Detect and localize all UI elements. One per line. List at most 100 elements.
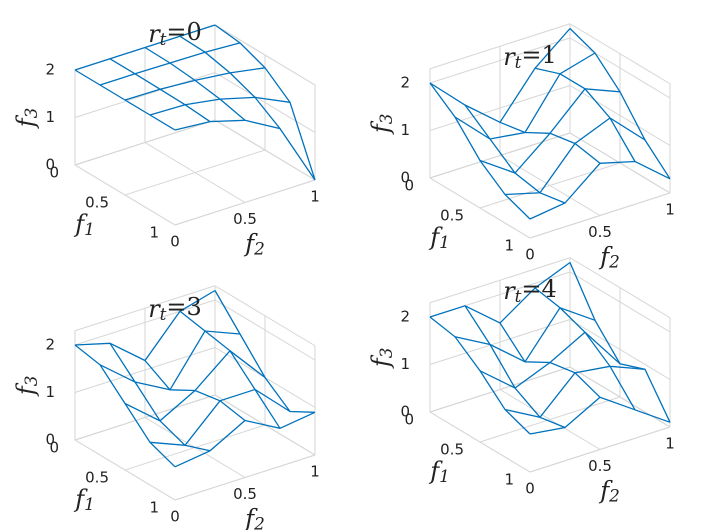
z-axis-label: f3 [12,108,41,130]
y-axis-label: f2 [598,242,620,271]
z-tick-label: 1 [400,355,410,373]
y-tick-label: 1 [665,435,675,453]
z-tick-label: 2 [400,308,410,326]
grid-line [429,85,571,131]
grid-line [429,37,571,84]
surface-row [504,117,646,196]
grid-line [499,389,601,450]
x-tick-label: 0 [49,164,59,182]
surface-column [144,46,246,121]
y-tick-label: 1 [310,188,320,206]
surface-row [174,119,316,181]
surface-column [464,104,566,204]
grid-line [74,347,216,393]
z-axis-label: f3 [12,376,41,398]
x-tick-label: 0.5 [440,207,464,225]
surface-row [454,307,596,363]
y-tick-label: 0 [170,233,180,251]
surface-column [429,316,531,435]
grid-line [569,85,671,146]
grid-line [429,366,571,413]
surface-column [74,69,176,131]
y-axis-label: f2 [598,476,620,505]
surface-column [74,344,176,468]
grid-line [569,271,671,333]
x-axis-label: f1 [428,457,450,486]
grid-line [144,142,246,203]
surface-column [109,342,211,452]
z-axis-label: f3 [367,114,396,136]
y-tick-label: 0 [525,480,535,498]
z-tick-label: 2 [400,74,410,92]
grid-line [74,439,176,501]
y-axis-label: f2 [243,229,265,258]
x-tick-label: 1 [504,471,514,489]
grid-line [214,72,316,133]
surface-row [479,331,621,389]
grid-line [429,177,531,239]
surface-column [499,121,601,164]
y-tick-label: 1 [310,463,320,481]
surface-column [499,322,601,398]
surface-row [479,88,621,174]
surface-column [534,67,636,162]
grid-line [214,24,316,86]
chart-title: rt=0 [148,17,202,48]
x-tick-label: 1 [504,237,514,255]
z-tick-label: 1 [400,121,410,139]
x-axis-label: f1 [73,485,95,514]
surface-column [429,82,531,220]
grid-line [569,132,671,194]
grid-line [569,37,671,99]
x-tick-label: 0.5 [440,441,464,459]
grid-line [214,119,316,181]
y-axis-label: f2 [243,504,265,530]
x-tick-label: 1 [149,224,159,242]
z-tick-label: 2 [45,336,55,354]
surface-row [149,96,291,116]
grid-line [499,155,601,216]
x-tick-label: 0 [404,411,414,429]
z-tick-label: 1 [45,383,55,401]
grid-line [74,299,216,346]
y-tick-label: 0.5 [233,485,257,503]
surface-column [569,262,671,423]
grid-line [429,411,531,473]
grid-line [74,119,216,166]
y-tick-label: 0.5 [588,457,612,475]
x-tick-label: 0 [404,177,414,195]
grid-line [429,319,571,365]
grid-line [569,319,671,380]
z-tick-label: 0 [45,431,55,449]
y-tick-label: 1 [665,201,675,219]
z-tick-label: 0 [400,169,410,187]
grid-line [74,394,216,441]
x-tick-label: 0.5 [85,194,109,212]
surface-column [534,287,636,411]
y-tick-label: 0 [170,508,180,526]
x-tick-label: 0 [49,439,59,457]
surface-column [109,58,211,123]
surface-column [179,310,281,429]
z-tick-label: 1 [45,108,55,126]
y-tick-label: 0.5 [233,210,257,228]
grid-line [214,299,316,361]
z-tick-label: 2 [45,61,55,79]
grid-line [74,164,176,226]
grid-line [429,132,571,179]
surface-column [464,305,566,429]
x-axis-label: f1 [73,210,95,239]
surface-column [179,35,281,130]
x-tick-label: 0.5 [85,469,109,487]
surface-column [214,290,316,413]
x-axis-label: f1 [428,223,450,252]
z-axis-label: f3 [367,348,396,370]
surface-column [144,360,246,422]
y-tick-label: 0.5 [588,223,612,241]
chart-title: rt=1 [503,40,557,71]
